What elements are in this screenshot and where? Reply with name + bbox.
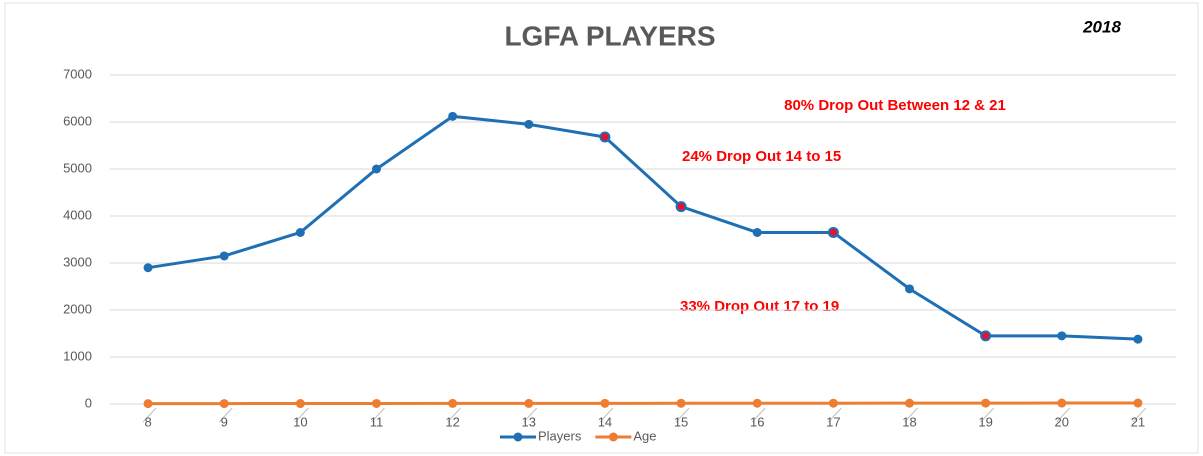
annotation: 33% Drop Out 17 to 19 <box>680 298 839 315</box>
x-tick <box>294 407 309 423</box>
x-tick-label: 11 <box>370 414 384 429</box>
x-tick <box>142 407 157 423</box>
point <box>981 398 991 408</box>
point <box>676 398 686 408</box>
x-tick <box>218 407 233 423</box>
x-tick-label: 9 <box>221 414 228 429</box>
x-tick <box>1132 407 1147 423</box>
point <box>600 398 610 408</box>
x-tick-label: 13 <box>522 414 536 429</box>
x-tick <box>371 407 385 423</box>
point <box>1057 331 1067 341</box>
x-tick-label: 21 <box>1131 414 1145 429</box>
x-tick <box>904 407 918 423</box>
legend-marker <box>608 432 618 442</box>
y-tick-label: 0 <box>85 395 92 410</box>
x-tick <box>827 407 842 423</box>
point <box>980 330 992 342</box>
x-tick <box>751 407 766 423</box>
x-tick <box>447 407 462 423</box>
y-tick-label: 6000 <box>63 113 92 128</box>
x-tick-label: 18 <box>902 414 916 429</box>
y-tick-label: 5000 <box>63 160 92 175</box>
x-tick <box>523 407 538 423</box>
point <box>905 284 914 294</box>
chart-title: LGFA PLAYERS <box>504 20 715 51</box>
x-tick-label: 16 <box>750 414 764 429</box>
y-tick-label: 3000 <box>63 254 92 269</box>
x-tick <box>675 407 690 423</box>
x-tick-label: 8 <box>144 414 151 429</box>
series-line <box>147 114 1138 341</box>
point <box>1133 334 1143 344</box>
point <box>752 398 762 408</box>
x-tick-label: 20 <box>1055 414 1069 429</box>
point <box>675 201 687 213</box>
x-tick-label: 15 <box>674 414 688 429</box>
chart-border <box>4 2 1199 454</box>
point <box>372 398 381 408</box>
point <box>448 111 458 121</box>
legend-label: Age <box>633 428 656 443</box>
point <box>524 398 534 408</box>
x-tick <box>1056 407 1071 423</box>
x-tick <box>980 407 995 423</box>
point <box>143 399 153 409</box>
point <box>295 227 305 237</box>
point <box>219 399 229 409</box>
y-tick-label: 7000 <box>63 66 92 81</box>
point <box>905 398 914 408</box>
x-tick-label: 17 <box>826 414 840 429</box>
x-tick-label: 14 <box>598 414 612 429</box>
chart-subtitle: 2018 <box>1082 17 1121 36</box>
annotation: 80% Drop Out Between 12 & 21 <box>784 97 1006 114</box>
point <box>599 131 611 143</box>
y-tick-label: 2000 <box>63 301 92 316</box>
series-line <box>148 401 1138 406</box>
y-tick-label: 4000 <box>63 207 92 222</box>
legend-label: Players <box>538 428 582 443</box>
x-tick <box>599 407 614 423</box>
point <box>827 226 839 238</box>
point <box>219 251 229 261</box>
x-tick-label: 12 <box>445 414 459 429</box>
point <box>448 398 458 408</box>
point <box>372 164 381 174</box>
x-tick-label: 10 <box>293 414 307 429</box>
point <box>1133 398 1143 408</box>
legend-marker <box>513 432 523 442</box>
x-tick-label: 19 <box>978 414 992 429</box>
point <box>752 227 762 237</box>
point <box>1057 398 1067 408</box>
point <box>524 119 534 129</box>
annotation: 24% Drop Out 14 to 15 <box>682 148 841 165</box>
y-tick-label: 1000 <box>63 348 92 363</box>
point <box>828 398 838 408</box>
point <box>295 399 305 409</box>
point <box>143 263 153 273</box>
